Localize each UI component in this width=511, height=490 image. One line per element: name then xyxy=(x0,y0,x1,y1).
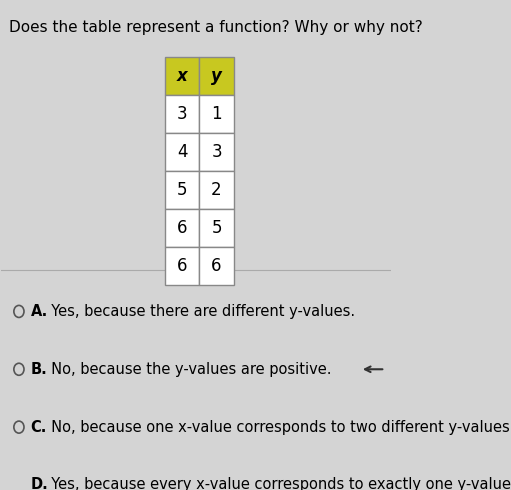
Text: Does the table represent a function? Why or why not?: Does the table represent a function? Why… xyxy=(9,20,423,35)
Text: 2: 2 xyxy=(211,181,222,199)
Text: C.: C. xyxy=(31,419,47,435)
Text: 6: 6 xyxy=(177,219,188,237)
FancyBboxPatch shape xyxy=(199,133,234,171)
Text: y: y xyxy=(211,67,222,85)
Text: 3: 3 xyxy=(211,143,222,161)
FancyBboxPatch shape xyxy=(165,95,199,133)
FancyBboxPatch shape xyxy=(165,133,199,171)
Text: 3: 3 xyxy=(177,105,188,123)
Text: Yes, because every ​x-value corresponds to exactly one ​y-value.: Yes, because every ​x-value corresponds … xyxy=(41,477,511,490)
FancyBboxPatch shape xyxy=(165,209,199,246)
Text: Yes, because there are different ​y-values.: Yes, because there are different ​y-valu… xyxy=(41,304,355,319)
Text: No, because the ​y-values are positive.: No, because the ​y-values are positive. xyxy=(41,362,331,377)
FancyBboxPatch shape xyxy=(165,171,199,209)
Text: B.: B. xyxy=(31,362,48,377)
Text: 1: 1 xyxy=(211,105,222,123)
FancyBboxPatch shape xyxy=(199,246,234,285)
Text: x: x xyxy=(177,67,188,85)
Text: D.: D. xyxy=(31,477,49,490)
Text: 4: 4 xyxy=(177,143,188,161)
Text: 5: 5 xyxy=(211,219,222,237)
FancyBboxPatch shape xyxy=(199,95,234,133)
Text: 6: 6 xyxy=(211,257,222,274)
Text: No, because one ​x-value corresponds to two different ​y-values.: No, because one ​x-value corresponds to … xyxy=(41,419,511,435)
FancyBboxPatch shape xyxy=(199,171,234,209)
FancyBboxPatch shape xyxy=(199,57,234,95)
Text: A.: A. xyxy=(31,304,48,319)
FancyBboxPatch shape xyxy=(199,209,234,246)
FancyBboxPatch shape xyxy=(165,57,199,95)
FancyBboxPatch shape xyxy=(165,246,199,285)
Text: 6: 6 xyxy=(177,257,188,274)
Text: 5: 5 xyxy=(177,181,188,199)
